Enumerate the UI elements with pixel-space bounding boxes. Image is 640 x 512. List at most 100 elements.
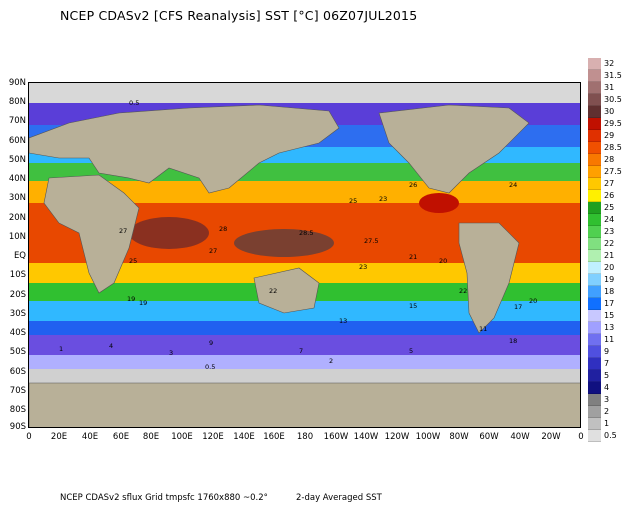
colorbar-label: 2: [604, 407, 610, 416]
colorbar-label: 4: [604, 383, 610, 392]
sst-label: 20: [439, 257, 447, 265]
colorbar-label: 1: [604, 419, 610, 428]
lat-label: EQ: [13, 251, 26, 261]
sst-map: 0.5 25 27 26 23 24 22 21 19 20 28.5 28 2…: [28, 82, 581, 428]
sst-label: 27: [119, 227, 127, 235]
sst-label: 21: [409, 253, 417, 261]
colorbar-label: 5: [604, 371, 610, 380]
colorbar-swatch: [588, 82, 601, 94]
colorbar-label: 3: [604, 395, 610, 404]
colorbar-swatch: [588, 358, 601, 370]
map-title: NCEP CDASv2 [CFS Reanalysis] SST [°C] 06…: [60, 8, 418, 23]
sst-label: 4: [109, 342, 113, 350]
lat-label: 20N: [8, 213, 26, 223]
lat-label: 10S: [9, 270, 26, 280]
colorbar-label: 25: [604, 203, 615, 212]
colorbar-swatch: [588, 322, 601, 334]
lon-label: 80E: [142, 432, 160, 442]
eurasia: [29, 104, 340, 194]
colorbar-label: 31.5: [604, 71, 622, 80]
lon-label: 40E: [81, 432, 99, 442]
contour-labels: 0.5 25 27 26 23 24 22 21 19 20 28.5 28 2…: [59, 99, 537, 371]
colorbar-swatch: [588, 298, 601, 310]
lon-label: 60W: [479, 432, 499, 442]
colorbar-swatch: [588, 106, 601, 118]
warm-pool-mexico: [419, 193, 459, 213]
colorbar-swatch: [588, 394, 601, 406]
colorbar-label: 27: [604, 179, 615, 188]
sst-label: 25: [129, 257, 137, 265]
colorbar-swatch: [588, 178, 601, 190]
colorbar-label: 24: [604, 215, 615, 224]
sst-label: 27.5: [364, 237, 378, 245]
band-south-mild: [29, 301, 580, 321]
lat-label: 40S: [9, 328, 26, 338]
lon-label: 160W: [323, 432, 349, 442]
sst-label: 19: [127, 295, 135, 303]
colorbar-swatch: [588, 346, 601, 358]
lon-label: 0: [26, 432, 32, 442]
colorbar-label: 22: [604, 239, 615, 248]
lat-label: 30N: [8, 193, 26, 203]
colorbar-label: 15: [604, 311, 615, 320]
colorbar-swatch: [588, 142, 601, 154]
colorbar-label: 29.5: [604, 119, 622, 128]
lat-label: 50N: [8, 155, 26, 165]
band-southern-ocean: [29, 355, 580, 369]
lon-label: 40W: [510, 432, 530, 442]
sst-label: 7: [299, 347, 303, 355]
colorbar-swatch: [588, 226, 601, 238]
lon-label: 0: [578, 432, 584, 442]
north-america: [378, 104, 530, 194]
lat-label: 80N: [8, 97, 26, 107]
sst-label: 3: [169, 349, 173, 357]
sst-map-svg: 0.5 25 27 26 23 24 22 21 19 20 28.5 28 2…: [29, 83, 580, 427]
lat-label: 80S: [9, 405, 26, 415]
lat-label: 70N: [8, 116, 26, 126]
sst-label: 11: [479, 325, 487, 333]
colorbar-swatch: [588, 370, 601, 382]
colorbar-swatch: [588, 190, 601, 202]
sst-label: 25: [349, 197, 357, 205]
colorbar-swatch: [588, 250, 601, 262]
lon-label: 120W: [384, 432, 410, 442]
colorbar-swatch: [588, 406, 601, 418]
colorbar-swatch: [588, 118, 601, 130]
colorbar-label: 26: [604, 191, 615, 200]
colorbar-label: 19: [604, 275, 615, 284]
sst-label: 1: [59, 345, 63, 353]
sst-label: 15: [409, 302, 417, 310]
colorbar-label: 31: [604, 83, 615, 92]
averaging-note: 2-day Averaged SST: [296, 493, 382, 503]
sst-label: 5: [409, 347, 413, 355]
colorbar-swatch: [588, 214, 601, 226]
sst-label: 9: [209, 339, 213, 347]
sst-label: 13: [339, 317, 347, 325]
colorbar-swatch: [588, 94, 601, 106]
colorbar-swatch: [588, 274, 601, 286]
sst-label: 17: [514, 303, 522, 311]
lat-label: 10N: [8, 232, 26, 242]
lon-label: 180: [296, 432, 314, 442]
sst-label: 2: [329, 357, 333, 365]
colorbar-label: 13: [604, 323, 615, 332]
sst-label: 28.5: [299, 229, 313, 237]
sst-label: 28: [219, 225, 227, 233]
lon-label: 20E: [50, 432, 68, 442]
warm-pool-pacific: [234, 229, 334, 257]
lat-label: 90S: [9, 422, 26, 432]
lat-label: 70S: [9, 386, 26, 396]
colorbar-label: 11: [604, 335, 615, 344]
colorbar-label: 18: [604, 287, 615, 296]
colorbar-swatch: [588, 70, 601, 82]
lat-label: 40N: [8, 174, 26, 184]
sst-label: 19: [139, 299, 147, 307]
africa: [43, 174, 140, 294]
colorbar-swatch: [588, 238, 601, 250]
arctic-ice: [29, 83, 580, 103]
colorbar-swatch: [588, 58, 601, 70]
colorbar-swatch: [588, 202, 601, 214]
colorbar-swatch: [588, 430, 601, 442]
lat-label: 90N: [8, 78, 26, 88]
lon-label: 140E: [233, 432, 255, 442]
